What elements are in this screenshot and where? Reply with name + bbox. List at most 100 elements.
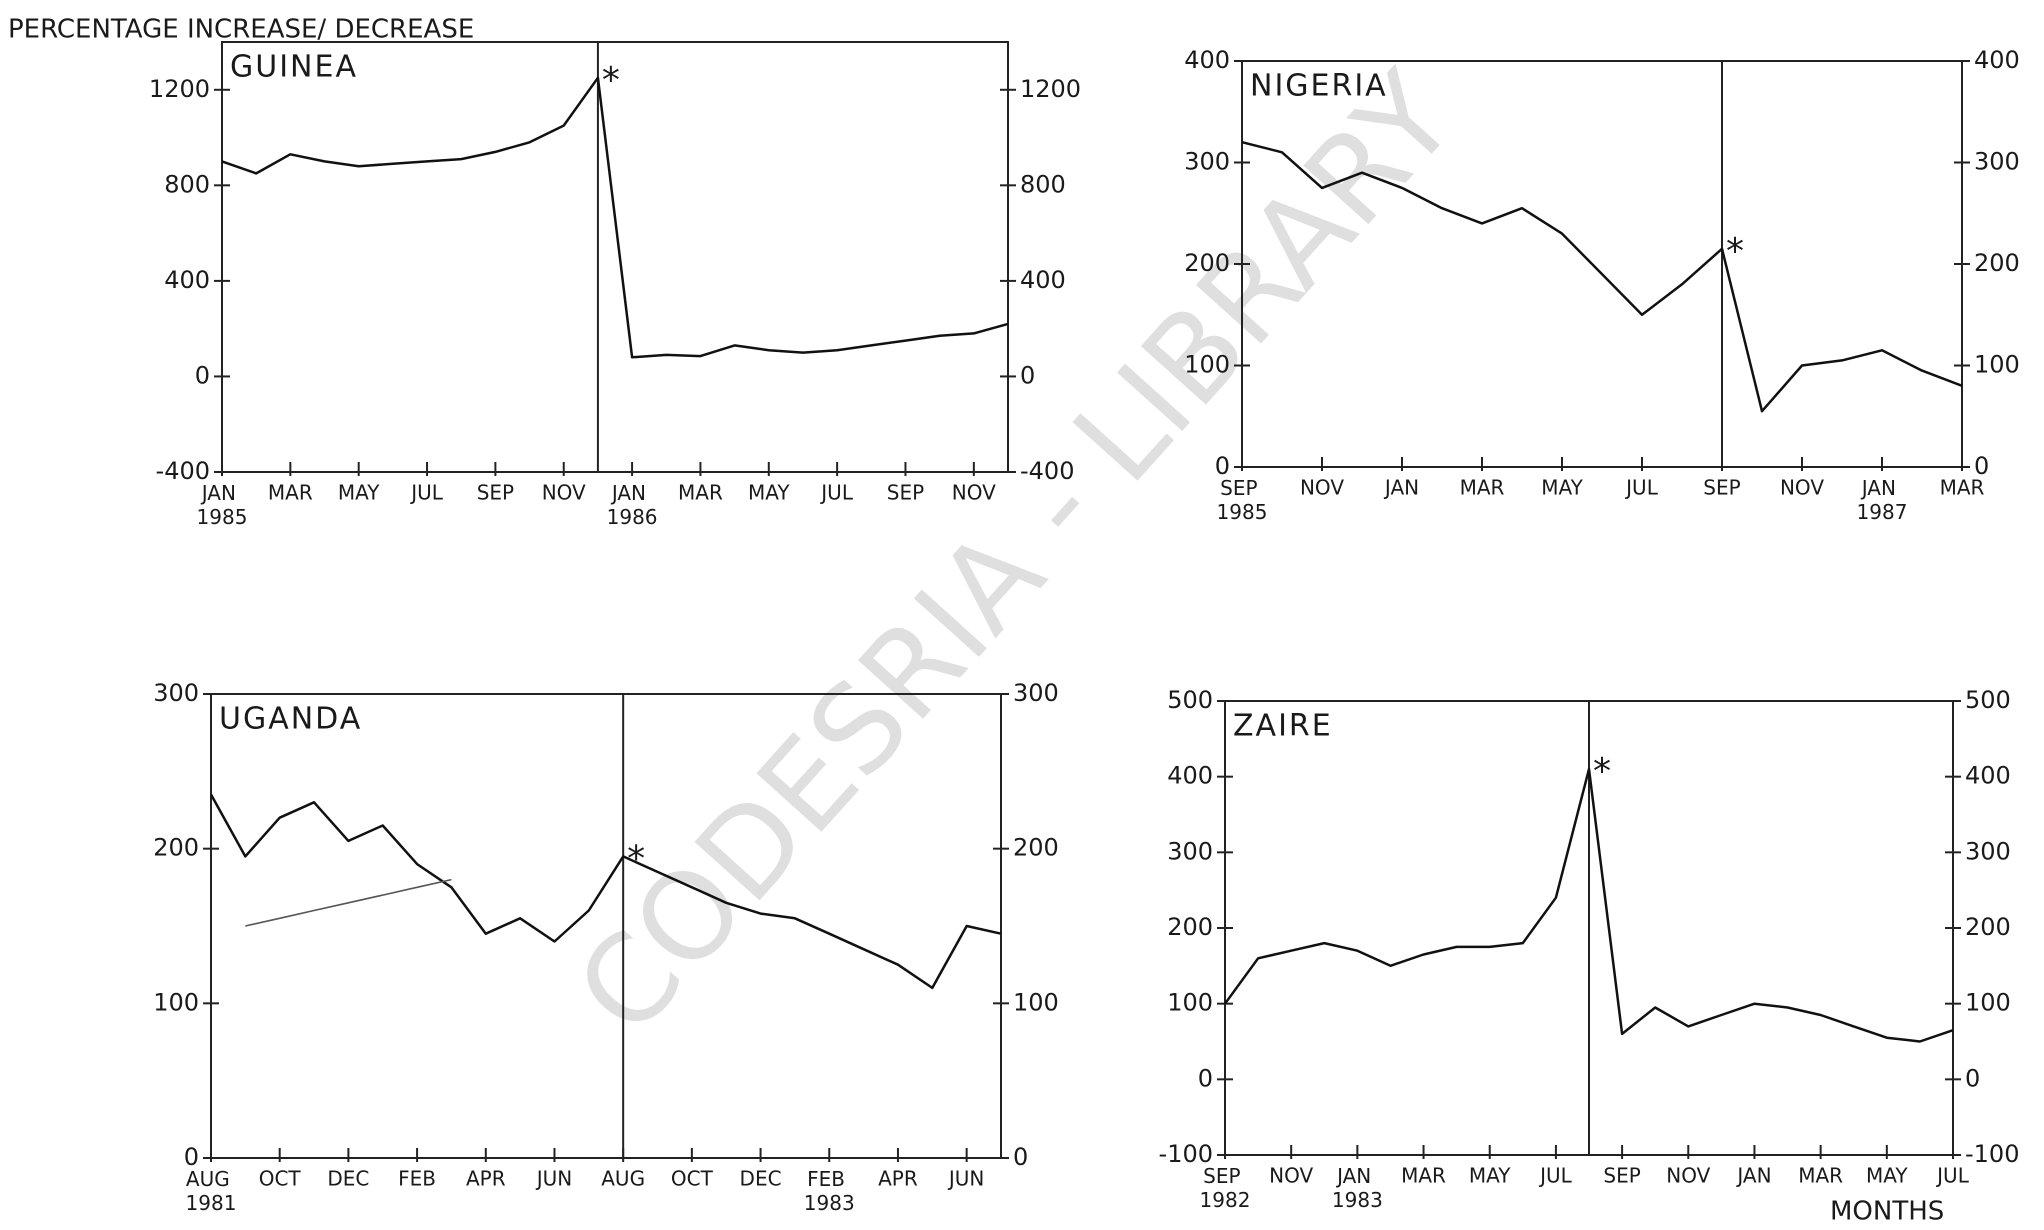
y2-tick-label: 1200 (1020, 75, 1081, 103)
x-tick-label: JAN 1986 (607, 481, 658, 529)
x-tick-label: MAY (1541, 476, 1583, 500)
x-tick-label: MAR (1401, 1164, 1446, 1188)
y2-tick-label: 400 (1020, 266, 1066, 294)
x-tick-label: MAR (1940, 476, 1985, 500)
y2-tick-label: 200 (1974, 249, 2020, 277)
x-tick-label: DEC (740, 1167, 782, 1191)
x-tick-label: MAY (338, 481, 380, 505)
x-tick-label: JUL (1935, 1164, 1970, 1188)
y2-tick-label: 800 (1020, 170, 1066, 198)
x-tick-label: SEP (887, 481, 924, 505)
annotation: * (1593, 751, 1611, 792)
watermark: CODESRIA - LIBRARY (551, 48, 1483, 1061)
annotation: * (1726, 231, 1744, 272)
chart-title: UGANDA (219, 702, 362, 737)
x-tick-label: SEP (1703, 476, 1740, 500)
y2-tick-label: 300 (1965, 837, 2011, 865)
x-tick-label: JUN (947, 1167, 985, 1191)
x-tick-label: JAN 1987 (1857, 476, 1908, 524)
y2-tick-label: 0 (1965, 1064, 1980, 1092)
data-line (1223, 767, 1954, 1043)
x-tick-label: MAY (1469, 1164, 1511, 1188)
y-tick-label: 100 (1167, 989, 1213, 1017)
x-tick-label: SEP (1603, 1164, 1640, 1188)
data-line (221, 76, 1009, 359)
x-tick-label: MAR (1798, 1164, 1843, 1188)
x-tick-label: FEB (398, 1167, 436, 1191)
y-tick-label: 200 (1167, 913, 1213, 941)
plot-frame (210, 693, 1002, 1159)
y-tick-label: 0 (184, 1143, 199, 1171)
x-tick-label: MAR (1460, 476, 1505, 500)
chart-title: ZAIRE (1233, 709, 1333, 744)
y2-tick-label: 300 (1013, 679, 1059, 707)
y-tick-label: 200 (153, 834, 199, 862)
x-tick-label: OCT (671, 1167, 714, 1191)
y-tick-label: 200 (1184, 249, 1230, 277)
y-tick-label: 0 (1215, 452, 1230, 480)
x-tick-label: SEP (477, 481, 514, 505)
y2-tick-label: -100 (1965, 1140, 2019, 1168)
x-tick-label: JAN 1985 (197, 481, 248, 529)
y-tick-label: 300 (153, 679, 199, 707)
x-tick-label: MAR (678, 481, 723, 505)
y2-tick-label: 100 (1965, 989, 2011, 1017)
y2-tick-label: 200 (1013, 834, 1059, 862)
x-tick-label: APR (466, 1167, 506, 1191)
x-tick-label: JUL (409, 481, 444, 505)
y-tick-label: 800 (164, 170, 210, 198)
x-tick-label: JAN (1735, 1164, 1771, 1188)
x-tick-label: NOV (1666, 1164, 1710, 1188)
y-tick-label: -400 (156, 457, 210, 485)
x-tick-label: JAN (1383, 476, 1419, 500)
x-tick-label: FEB 1983 (804, 1167, 855, 1215)
y2-tick-label: 0 (1020, 361, 1035, 389)
y2-tick-label: 200 (1965, 913, 2011, 941)
x-tick-label: NOV (1300, 476, 1344, 500)
data-line (209, 793, 1002, 990)
x-tick-label: MAY (1866, 1164, 1908, 1188)
x-tick-label: JUL (1624, 476, 1659, 500)
x-tick-label: JUL (819, 481, 854, 505)
annotation: * (627, 838, 645, 879)
x-tick-label: OCT (259, 1167, 302, 1191)
x-tick-label: JUN (535, 1167, 573, 1191)
y2-tick-label: -400 (1020, 457, 1074, 485)
x-tick-label: AUG 1981 (186, 1167, 237, 1215)
y-tick-label: 400 (1167, 762, 1213, 790)
y-tick-label: 500 (1167, 686, 1213, 714)
x-axis-label: MONTHS (1830, 1197, 1944, 1227)
y-tick-label: -100 (1159, 1140, 1213, 1168)
x-tick-label: MAY (748, 481, 790, 505)
x-tick-label: SEP 1982 (1200, 1164, 1251, 1212)
x-tick-label: NOV (1780, 476, 1824, 500)
annotation: * (602, 60, 620, 101)
chart-title: NIGERIA (1250, 69, 1388, 104)
y2-tick-label: 0 (1974, 452, 1989, 480)
y-tick-label: 0 (195, 361, 210, 389)
y2-tick-label: 400 (1965, 762, 2011, 790)
x-tick-label: APR (878, 1167, 918, 1191)
y-tick-label: 100 (1184, 351, 1230, 379)
y2-tick-label: 0 (1013, 1143, 1028, 1171)
y2-tick-label: 400 (1974, 46, 2020, 74)
x-tick-label: DEC (327, 1167, 369, 1191)
y-tick-label: 0 (1198, 1064, 1213, 1092)
y2-tick-label: 300 (1974, 148, 2020, 176)
y-tick-label: 400 (1184, 46, 1230, 74)
x-tick-label: NOV (1269, 1164, 1313, 1188)
x-tick-label: AUG (601, 1167, 645, 1191)
x-tick-label: JAN 1983 (1332, 1164, 1383, 1212)
data-line (1241, 140, 1963, 413)
x-tick-label: NOV (952, 481, 996, 505)
y2-tick-label: 100 (1974, 351, 2020, 379)
y-tick-label: 1200 (149, 75, 210, 103)
y-tick-label: 300 (1167, 837, 1213, 865)
y-tick-label: 400 (164, 266, 210, 294)
y-axis-label: PERCENTAGE INCREASE/ DECREASE (8, 15, 474, 45)
y-tick-label: 300 (1184, 148, 1230, 176)
chart-title: GUINEA (230, 50, 358, 85)
plot-frame (221, 41, 1009, 473)
x-tick-label: MAR (268, 481, 313, 505)
